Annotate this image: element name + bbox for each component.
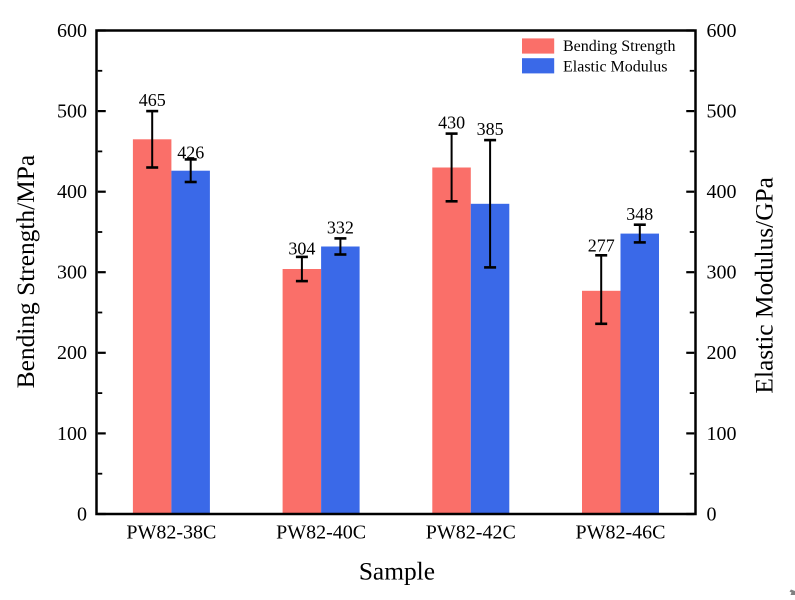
svg-text:430: 430	[438, 113, 465, 133]
svg-text:500: 500	[57, 101, 87, 123]
svg-text:300: 300	[57, 262, 87, 284]
svg-text:600: 600	[707, 20, 737, 42]
svg-text:PW82-38C: PW82-38C	[126, 521, 216, 543]
svg-text:426: 426	[177, 142, 204, 162]
svg-text:Elastic Modulus: Elastic Modulus	[563, 59, 667, 76]
svg-text:200: 200	[707, 342, 737, 364]
svg-text:100: 100	[707, 423, 737, 445]
svg-text:600: 600	[57, 20, 87, 42]
svg-text:465: 465	[139, 90, 166, 110]
svg-text:200: 200	[57, 342, 87, 364]
svg-text:Bending Strength: Bending Strength	[563, 38, 675, 55]
svg-text:332: 332	[327, 217, 354, 237]
svg-text:0: 0	[707, 503, 717, 525]
svg-text:385: 385	[477, 119, 504, 139]
svg-text:277: 277	[588, 235, 615, 255]
svg-text:Sample: Sample	[359, 558, 435, 586]
svg-text:500: 500	[707, 101, 737, 123]
svg-text:400: 400	[707, 181, 737, 203]
svg-text:Elastic Modulus/GPa: Elastic Modulus/GPa	[751, 177, 779, 394]
svg-text:348: 348	[626, 204, 653, 224]
svg-text:100: 100	[57, 423, 87, 445]
svg-text:Bending Strength/MPa: Bending Strength/MPa	[12, 155, 40, 388]
svg-text:300: 300	[707, 262, 737, 284]
svg-text:304: 304	[288, 238, 315, 258]
svg-text:400: 400	[57, 181, 87, 203]
svg-text:PW82-46C: PW82-46C	[576, 521, 666, 543]
svg-text:PW82-42C: PW82-42C	[426, 521, 516, 543]
svg-text:PW82-40C: PW82-40C	[276, 521, 366, 543]
svg-text:0: 0	[77, 503, 87, 525]
